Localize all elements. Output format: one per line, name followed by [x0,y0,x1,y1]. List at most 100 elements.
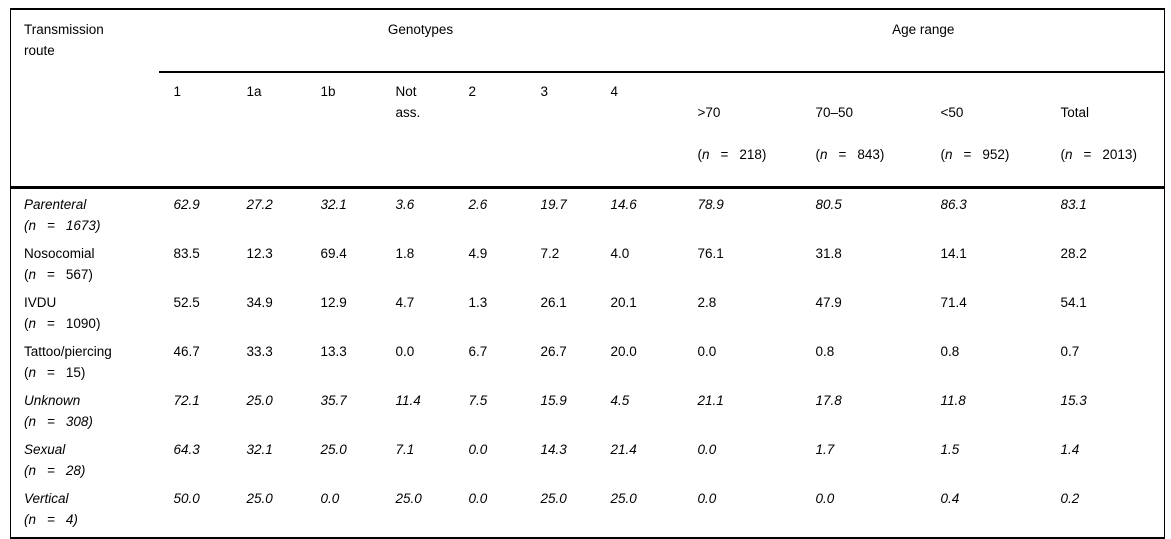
value-cell: 1.4 [1060,442,1080,457]
value-cell: 4.9 [468,246,488,261]
table-row-vertical: Vertical (n = 4) 50.0 25.0 0.0 25.0 0.0 25… [11,483,1165,538]
value-cell: 0.0 [697,442,717,457]
value-cell: 78.9 [697,197,724,212]
value-cell: 0.0 [697,491,717,506]
row-label: IVDU [24,295,57,310]
value-cell: 4.5 [610,393,630,408]
row-label: Parenteral [24,197,87,212]
column-n-count: (n = 218) [697,147,767,162]
value-cell: 0.8 [815,344,835,359]
column-header-genotype-1b: 1b [305,72,381,189]
value-cell: 25.0 [320,442,347,457]
row-n-count: (n = 1673) [24,218,101,233]
value-cell: 25.0 [540,491,567,506]
group-header-age-range: Age range [682,9,1165,73]
value-cell: 7.5 [468,393,488,408]
value-cell: 0.7 [1060,344,1080,359]
value-cell: 11.4 [395,393,421,408]
table-row-tattoo-piercing: Tattoo/piercing (n = 15) 46.7 33.3 13.3 0.… [11,336,1165,385]
row-label: Unknown [24,393,81,408]
value-cell: 14.6 [610,197,637,212]
value-cell: 32.1 [246,442,273,457]
value-cell: 0.0 [320,491,340,506]
value-cell: 1.3 [468,295,488,310]
column-header-age-under-50: <50 (n = 952) [925,72,1046,189]
value-cell: 46.7 [173,344,200,359]
value-cell: 1.5 [940,442,960,457]
value-cell: 69.4 [320,246,347,261]
value-cell: 0.0 [468,491,488,506]
value-cell: 19.7 [540,197,567,212]
value-cell: 13.3 [320,344,347,359]
column-header-genotype-3: 3 [525,72,596,189]
row-n-count: (n = 15) [24,365,86,380]
value-cell: 83.5 [173,246,200,261]
value-cell: 25.0 [246,491,273,506]
column-header-genotype-1: 1 [158,72,232,189]
value-cell: 25.0 [610,491,637,506]
column-header-genotype-not-assigned: Not ass. [380,72,454,189]
row-header: Sexual (n = 28) [11,434,159,483]
value-cell: 50.0 [173,491,200,506]
row-label: Sexual [24,442,66,457]
value-cell: 80.5 [815,197,842,212]
row-header: Vertical (n = 4) [11,483,159,538]
column-n-count: (n = 2013) [1060,147,1137,162]
row-n-count: (n = 1090) [24,316,101,331]
table-row-nosocomial: Nosocomial (n = 567) 83.5 12.3 69.4 1.8 4.… [11,238,1165,287]
value-cell: 72.1 [173,393,200,408]
column-header-age-70-50: 70–50 (n = 843) [800,72,926,189]
value-cell: 6.7 [468,344,488,359]
value-cell: 52.5 [173,295,200,310]
column-header-age-over-70: >70 (n = 218) [682,72,801,189]
row-header: Parenteral (n = 1673) [11,188,159,239]
column-header-genotype-1a: 1a [231,72,306,189]
value-cell: 11.8 [940,393,966,408]
column-n-count: (n = 843) [815,147,885,162]
value-cell: 2.6 [468,197,488,212]
column-header-genotype-4: 4 [595,72,683,189]
value-cell: 12.9 [320,295,347,310]
table-row-sexual: Sexual (n = 28) 64.3 32.1 25.0 7.1 0.0 14.… [11,434,1165,483]
value-cell: 27.2 [246,197,273,212]
value-cell: 71.4 [940,295,967,310]
data-table: Transmission route Genotypes Age range 1… [10,8,1165,539]
row-n-count: (n = 308) [24,414,93,429]
value-cell: 4.7 [395,295,415,310]
value-cell: 0.4 [940,491,960,506]
value-cell: 54.1 [1060,295,1087,310]
row-header: Tattoo/piercing (n = 15) [11,336,159,385]
row-n-count: (n = 28) [24,463,86,478]
value-cell: 14.1 [940,246,967,261]
table-row-ivdu: IVDU (n = 1090) 52.5 34.9 12.9 4.7 1.3 26.… [11,287,1165,336]
value-cell: 15.3 [1060,393,1087,408]
value-cell: 35.7 [320,393,347,408]
value-cell: 12.3 [246,246,273,261]
value-cell: 1.8 [395,246,415,261]
row-label: Tattoo/piercing [24,344,112,359]
value-cell: 26.7 [540,344,567,359]
value-cell: 86.3 [940,197,967,212]
row-header: Unknown (n = 308) [11,385,159,434]
value-cell: 34.9 [246,295,273,310]
value-cell: 4.0 [610,246,630,261]
row-label: Nosocomial [24,246,95,261]
table-row-parenteral: Parenteral (n = 1673) 62.9 27.2 32.1 3.6 2… [11,188,1165,239]
value-cell: 21.4 [610,442,637,457]
value-cell: 76.1 [697,246,724,261]
transmission-genotype-age-table: Transmission route Genotypes Age range 1… [10,8,1165,539]
value-cell: 17.8 [815,393,842,408]
value-cell: 0.0 [815,491,835,506]
group-header-genotypes: Genotypes [158,9,683,73]
table-row-unknown: Unknown (n = 308) 72.1 25.0 35.7 11.4 7.5 … [11,385,1165,434]
value-cell: 62.9 [173,197,200,212]
value-cell: 64.3 [173,442,200,457]
value-cell: 33.3 [246,344,273,359]
row-n-count: (n = 567) [24,267,93,282]
value-cell: 0.0 [697,344,717,359]
column-header-label: Total [1060,105,1090,120]
table-header: Transmission route Genotypes Age range 1… [10,9,1165,189]
value-cell: 31.8 [815,246,842,261]
value-cell: 7.1 [395,442,415,457]
row-header: IVDU (n = 1090) [11,287,159,336]
